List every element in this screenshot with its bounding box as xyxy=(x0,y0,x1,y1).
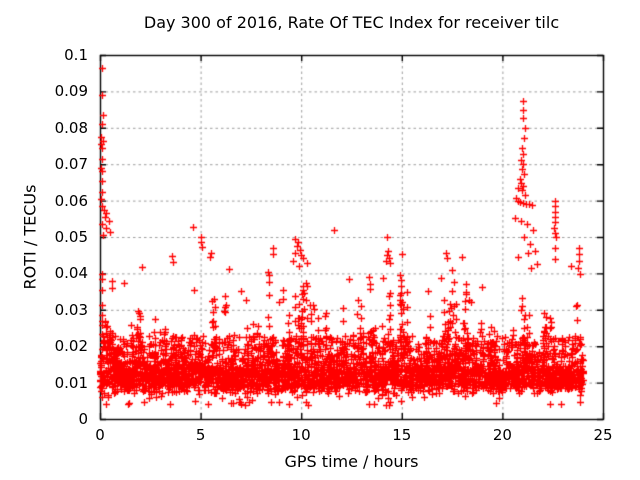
y-tick-label: 0.06 xyxy=(54,191,88,210)
y-tick-label: 0.05 xyxy=(54,228,88,246)
x-tick-label: 5 xyxy=(195,426,206,444)
y-tick-label: 0.02 xyxy=(54,337,88,356)
x-tick-label: 20 xyxy=(492,426,512,444)
chart-title: Day 300 of 2016, Rate Of TEC Index for r… xyxy=(143,13,560,32)
x-axis-label: GPS time / hours xyxy=(284,452,419,471)
y-tick-label: 0.04 xyxy=(54,264,88,283)
y-tick-label: 0.08 xyxy=(54,118,88,137)
x-tick-label: 15 xyxy=(392,426,412,444)
y-tick-label: 0.03 xyxy=(54,300,88,319)
y-tick-label: 0.09 xyxy=(54,82,88,101)
y-tick-label: 0.1 xyxy=(64,46,88,64)
x-tick-label: 0 xyxy=(95,426,105,444)
x-tick-label: 25 xyxy=(593,426,613,444)
y-tick-label: 0.07 xyxy=(54,155,88,174)
y-tick-label: 0.01 xyxy=(54,373,88,392)
x-tick-label: 10 xyxy=(291,426,311,444)
y-tick-label: 0 xyxy=(78,410,88,428)
